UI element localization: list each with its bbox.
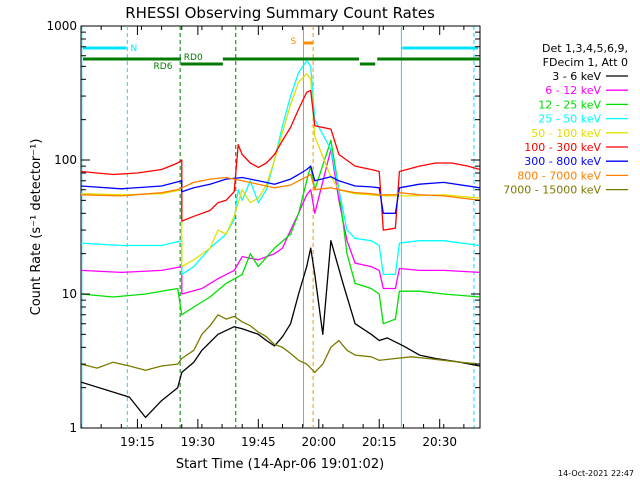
x-tick-label: 20:15 (362, 435, 397, 449)
y-tick-label: 100 (54, 153, 77, 167)
legend-label-9: 7000 - 15000 keV (503, 184, 601, 197)
plot-frame (80, 25, 481, 429)
series-line-8 (81, 173, 480, 201)
legend: Det 1,3,4,5,6,9, FDecim 1, Att 0 3 - 6 k… (503, 42, 628, 197)
plot-area: N S RD0 RD6 1 10 100 1000 19:15 19:30 19:45 20:00 2… (46, 19, 481, 449)
legend-header-line-1: Det 1,3,4,5,6,9, (542, 42, 628, 55)
legend-label-2: 6 - 12 keV (545, 84, 601, 97)
legend-label-7: 300 - 800 keV (524, 155, 601, 168)
series-line-9 (81, 314, 480, 374)
x-tick-label: 19:30 (181, 435, 216, 449)
y-tick-label: 1000 (46, 19, 77, 33)
legend-label-4: 25 - 50 keV (538, 113, 601, 126)
night-label: N (131, 44, 138, 54)
legend-label-3: 12 - 25 keV (538, 98, 601, 111)
legend-header-line-2: FDecim 1, Att 0 (543, 56, 628, 69)
legend-label-6: 100 - 300 keV (524, 141, 601, 154)
y-axis-label: Count Rate (s⁻¹ detector⁻¹) (29, 139, 44, 316)
chart-title: RHESSI Observing Summary Count Rates (125, 4, 435, 22)
timestamp: 14-Oct-2021 22:47 (558, 469, 634, 478)
series-line-2 (81, 148, 480, 295)
rd6-label: RD6 (154, 62, 173, 72)
x-tick-label: 19:15 (120, 435, 155, 449)
legend-label-5: 50 - 100 keV (531, 127, 601, 140)
y-tick-label: 10 (62, 287, 77, 301)
series-line-1 (81, 240, 480, 419)
x-tick-label: 19:45 (241, 435, 276, 449)
x-axis-label: Start Time (14-Apr-06 19:01:02) (176, 457, 384, 472)
legend-label-1: 3 - 6 keV (552, 70, 601, 83)
series-line-5 (81, 73, 480, 268)
series-line-3 (81, 139, 480, 325)
saa-label: S (290, 37, 296, 47)
legend-label-8: 800 - 7000 keV (517, 169, 601, 182)
series-line-4 (81, 60, 480, 276)
series-line-7 (81, 165, 480, 214)
rd0-label: RD0 (184, 53, 203, 63)
y-tick-label: 1 (69, 421, 77, 435)
x-tick-label: 20:30 (422, 435, 457, 449)
series-line-6 (81, 89, 480, 231)
x-tick-label: 20:00 (301, 435, 336, 449)
